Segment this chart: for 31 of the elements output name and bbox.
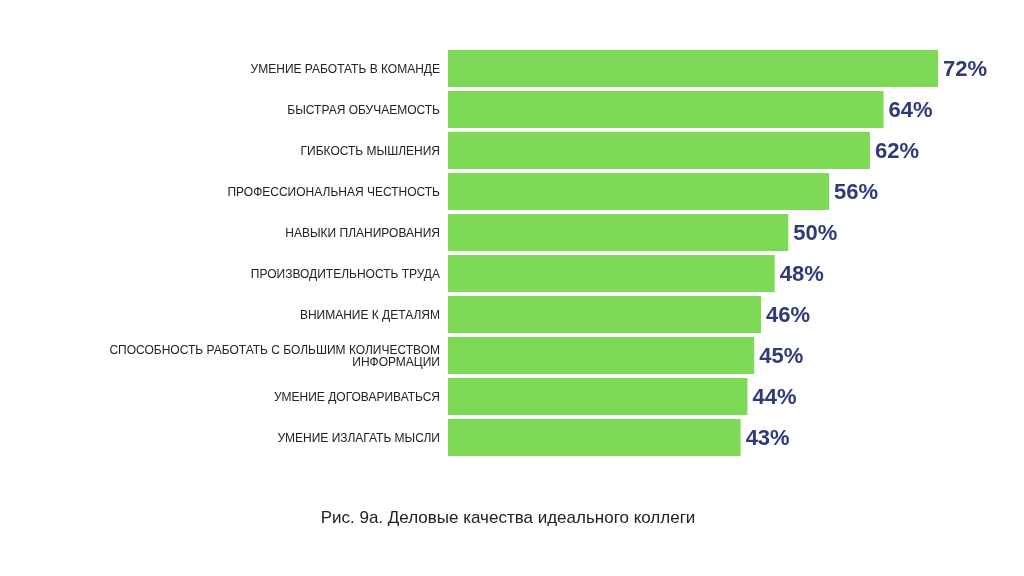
y-tick-label: СПОСОБНОСТЬ РАБОТАТЬ С БОЛЬШИМ КОЛИЧЕСТВОМ ИНФОРМАЦИИ — [109, 342, 440, 369]
y-tick-label: УМЕНИЕ ДОГОВАРИВАТЬСЯ — [273, 389, 440, 404]
bar — [448, 419, 741, 456]
data-label: 46% — [766, 302, 811, 328]
y-tick-label: УМЕНИЕ ИЗЛАГАТЬ МЫСЛИ — [277, 430, 440, 445]
bar — [448, 132, 870, 169]
data-label: 72% — [943, 56, 988, 82]
bar — [448, 296, 762, 333]
text: Рис. 9а. Деловые качества идеального коллеги — [319, 508, 697, 528]
y-tick-label: УМЕНИЕ РАБОТАТЬ В КОМАНДЕ — [250, 61, 440, 76]
y-tick-label: БЫСТРАЯ ОБУЧАЕМОСТЬ — [287, 102, 441, 117]
y-tick-label: ПРОФЕССИОНАЛЬНАЯ ЧЕСТНОСТЬ — [227, 184, 441, 199]
bar — [448, 255, 775, 292]
data-label: 44% — [752, 384, 797, 410]
bar — [448, 173, 830, 210]
data-label: 48% — [779, 261, 824, 287]
bar — [448, 378, 748, 415]
data-label: 64% — [888, 97, 933, 123]
data-label: 50% — [793, 220, 838, 246]
y-tick-label: ГИБКОСТЬ МЫШЛЕНИЯ — [300, 143, 440, 158]
data-label: 45% — [759, 343, 804, 369]
y-tick-label: ВНИМАНИЕ К ДЕТАЛЯМ — [299, 307, 440, 322]
bar — [448, 214, 789, 251]
bar — [448, 50, 938, 87]
y-tick-label: ПРОИЗВОДИТЕЛЬНОСТЬ ТРУДА — [250, 266, 440, 281]
bar — [448, 91, 884, 128]
bar — [448, 337, 755, 374]
y-tick-label: НАВЫКИ ПЛАНИРОВАНИЯ — [285, 225, 440, 240]
data-label: 43% — [745, 425, 790, 451]
data-label: 56% — [834, 179, 879, 205]
data-label: 62% — [874, 138, 919, 164]
